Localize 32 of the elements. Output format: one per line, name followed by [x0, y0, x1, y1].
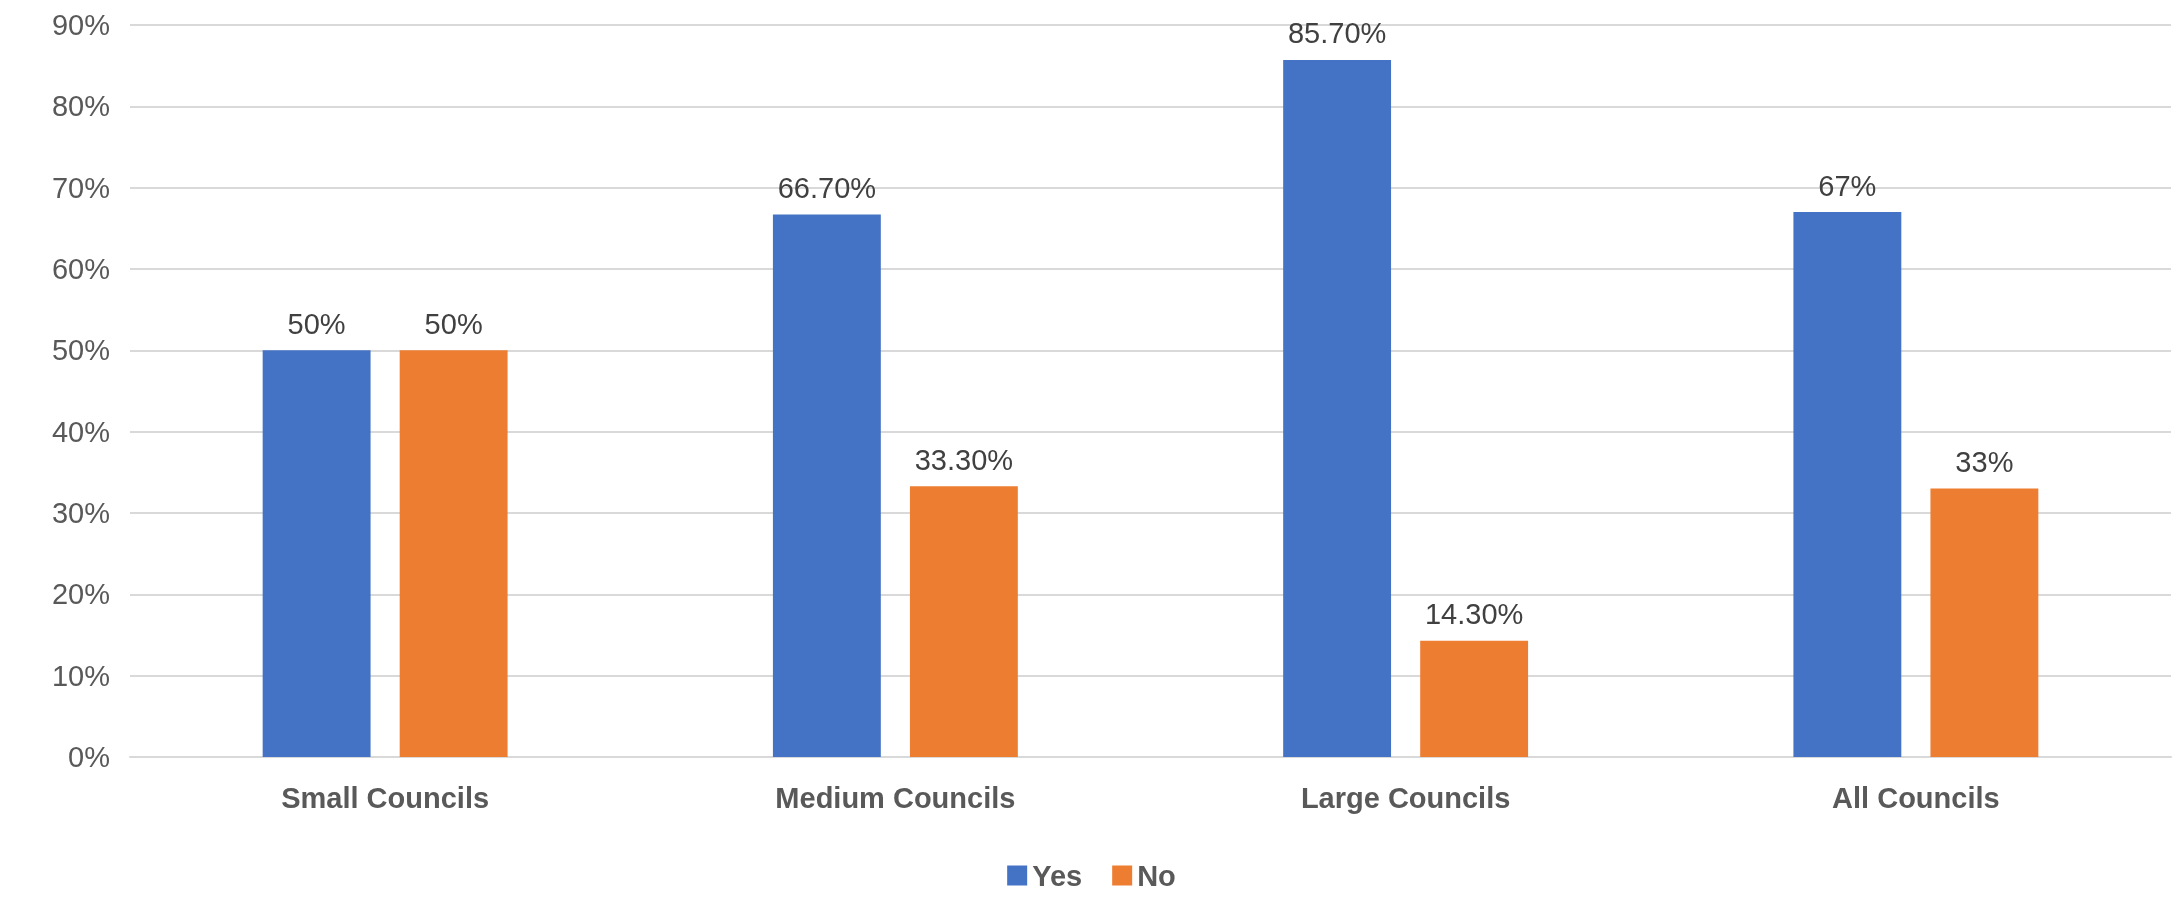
bar — [1283, 59, 1392, 757]
y-tick-label: 20% — [51, 578, 110, 611]
data-label: 33% — [1955, 446, 2014, 479]
data-label: 50% — [424, 307, 483, 340]
data-label: 85.70% — [1287, 17, 1387, 50]
bar — [909, 486, 1018, 757]
y-tick-label: 90% — [51, 9, 110, 41]
bar — [1793, 212, 1902, 757]
data-label: 33.30% — [914, 443, 1014, 476]
legend-label: Yes — [1032, 859, 1083, 892]
x-tick-label: All Councils — [1832, 781, 2000, 814]
bar — [399, 350, 508, 757]
y-tick-label: 0% — [68, 741, 110, 773]
bar — [1930, 488, 2039, 757]
bar — [772, 214, 881, 757]
x-tick-label: Small Councils — [281, 781, 490, 814]
data-label: 50% — [287, 307, 346, 340]
data-label: 66.70% — [777, 172, 877, 205]
bar — [262, 350, 371, 757]
legend-label: No — [1137, 859, 1176, 892]
data-label: 14.30% — [1424, 598, 1524, 631]
y-tick-label: 60% — [51, 253, 110, 285]
y-tick-label: 30% — [51, 497, 110, 529]
y-tick-label: 80% — [51, 90, 110, 123]
y-tick-label: 50% — [51, 334, 110, 367]
y-tick-label: 40% — [51, 415, 110, 448]
y-tick-label: 10% — [51, 659, 110, 692]
x-tick-label: Medium Councils — [775, 781, 1016, 814]
bar — [1420, 640, 1529, 757]
data-label: 67% — [1818, 169, 1877, 202]
y-tick-label: 70% — [51, 171, 110, 204]
x-tick-label: Large Councils — [1300, 781, 1511, 814]
